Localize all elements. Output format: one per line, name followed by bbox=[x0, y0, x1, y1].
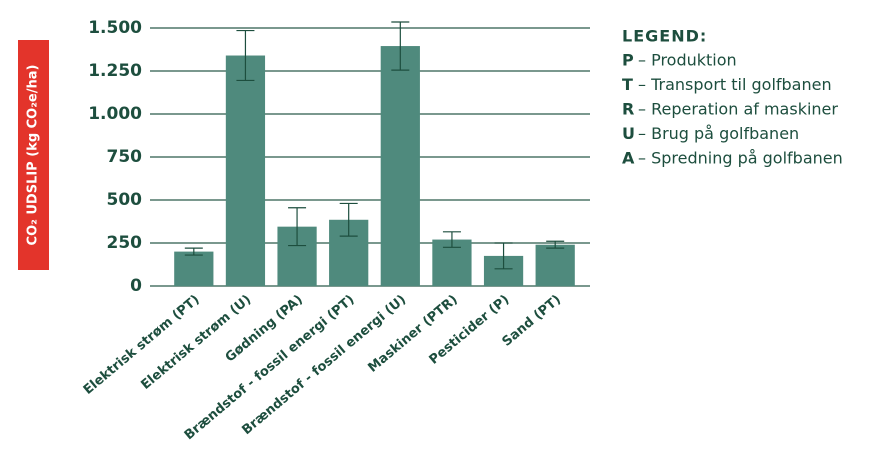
legend-key: P bbox=[622, 51, 634, 70]
legend-key: A bbox=[622, 149, 635, 168]
y-tick-label: 1.000 bbox=[88, 104, 142, 124]
legend-text: – Reperation af maskiner bbox=[638, 100, 838, 119]
legend-text: – Transport til golfbanen bbox=[638, 75, 832, 94]
error-bar bbox=[494, 242, 513, 270]
x-tick-label: Maskiner (PTR) bbox=[365, 292, 460, 375]
legend-key: U bbox=[622, 124, 635, 143]
legend-key: R bbox=[622, 100, 634, 119]
y-tick-label: 1.500 bbox=[88, 18, 142, 38]
bar bbox=[535, 244, 575, 286]
bar bbox=[174, 251, 214, 286]
y-tick-label: 250 bbox=[107, 233, 143, 253]
error-bar bbox=[546, 240, 565, 249]
error-bar bbox=[236, 29, 255, 82]
legend-title: LEGEND: bbox=[622, 27, 707, 46]
error-bar bbox=[339, 202, 358, 237]
bar bbox=[225, 55, 266, 286]
legend-text: – Produktion bbox=[638, 51, 737, 70]
error-bar bbox=[391, 21, 410, 71]
error-bar bbox=[184, 247, 203, 256]
y-tick-label: 500 bbox=[107, 190, 143, 210]
y-tick-label: 750 bbox=[107, 147, 143, 167]
y-tick-label: 1.250 bbox=[88, 61, 142, 81]
y-axis-label: CO₂ UDSLIP (kg CO₂e/ha) bbox=[26, 65, 41, 246]
y-label-box bbox=[18, 40, 49, 270]
y-tick-label: 0 bbox=[130, 276, 142, 296]
legend-key: T bbox=[622, 75, 633, 94]
bar bbox=[380, 46, 420, 287]
error-bar bbox=[288, 207, 307, 247]
legend-text: – Brug på golfbanen bbox=[638, 124, 799, 143]
legend-text: – Spredning på golfbanen bbox=[638, 149, 843, 168]
error-bar bbox=[442, 231, 461, 248]
